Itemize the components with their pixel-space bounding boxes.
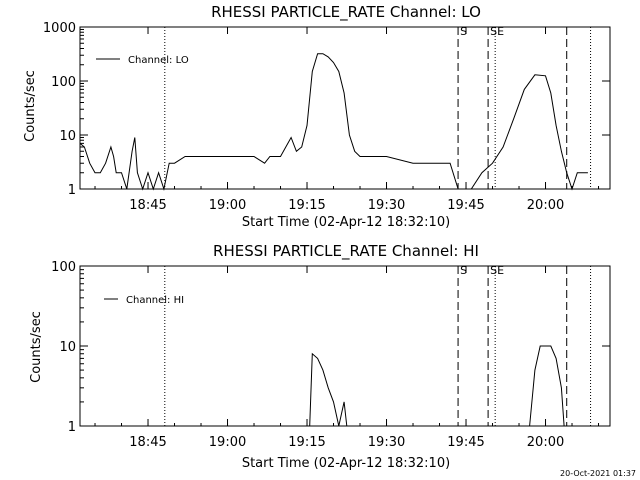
- lo-plot-frame: [79, 26, 611, 190]
- lo-x-tick-label: 19:45: [447, 198, 484, 213]
- lo-x-tick-label: 19:00: [209, 198, 246, 213]
- hi-y-tick-label: 100: [51, 260, 76, 275]
- lo-legend-label: Channel: LO: [128, 55, 189, 66]
- hi-y-axis-label: Counts/sec: [29, 311, 44, 383]
- lo-channel-panel: RHESSI PARTICLE_RATE Channel: LO Counts/…: [23, 3, 611, 230]
- lo-x-tick-label: 19:15: [288, 198, 325, 213]
- hi-se-marker-label: SE: [490, 264, 504, 277]
- lo-x-axis-label: Start Time (02-Apr-12 18:32:10): [242, 215, 450, 230]
- lo-y-tick-label: 1: [68, 183, 76, 198]
- lo-y-tick-label: 1000: [43, 21, 76, 36]
- footer-timestamp: 20-Oct-2021 01:37: [560, 469, 636, 478]
- hi-y-tick-label: 1: [68, 420, 76, 435]
- hi-x-tick-label: 19:45: [447, 435, 484, 450]
- lo-chart-title: RHESSI PARTICLE_RATE Channel: LO: [211, 3, 481, 22]
- hi-channel-panel: RHESSI PARTICLE_RATE Channel: HI Counts/…: [29, 242, 611, 471]
- lo-series-line: [79, 53, 588, 191]
- hi-plot-frame: [79, 265, 611, 427]
- hi-x-tick-label: 20:00: [527, 435, 564, 450]
- hi-x-tick-label: 19:00: [209, 435, 246, 450]
- hi-legend-label: Channel: HI: [126, 295, 184, 306]
- lo-s-marker-label: S: [460, 25, 467, 38]
- hi-y-tick-label: 10: [59, 340, 76, 355]
- lo-x-tick-label: 18:45: [129, 198, 166, 213]
- hi-series-line: [309, 345, 565, 427]
- lo-y-axis-label: Counts/sec: [23, 70, 38, 142]
- lo-se-marker-label: SE: [490, 25, 504, 38]
- lo-legend: Channel: LO: [96, 55, 189, 66]
- lo-x-tick-label: 20:00: [527, 198, 564, 213]
- lo-y-tick-label: 100: [51, 75, 76, 90]
- hi-x-tick-label: 18:45: [129, 435, 166, 450]
- hi-x-tick-label: 19:30: [368, 435, 405, 450]
- hi-s-marker-label: S: [460, 264, 467, 277]
- hi-x-axis-label: Start Time (02-Apr-12 18:32:10): [242, 456, 450, 471]
- lo-y-tick-label: 10: [59, 129, 76, 144]
- hi-x-tick-label: 19:15: [288, 435, 325, 450]
- hi-chart-title: RHESSI PARTICLE_RATE Channel: HI: [213, 242, 479, 261]
- hi-legend: Channel: HI: [104, 295, 184, 306]
- lo-x-tick-label: 19:30: [368, 198, 405, 213]
